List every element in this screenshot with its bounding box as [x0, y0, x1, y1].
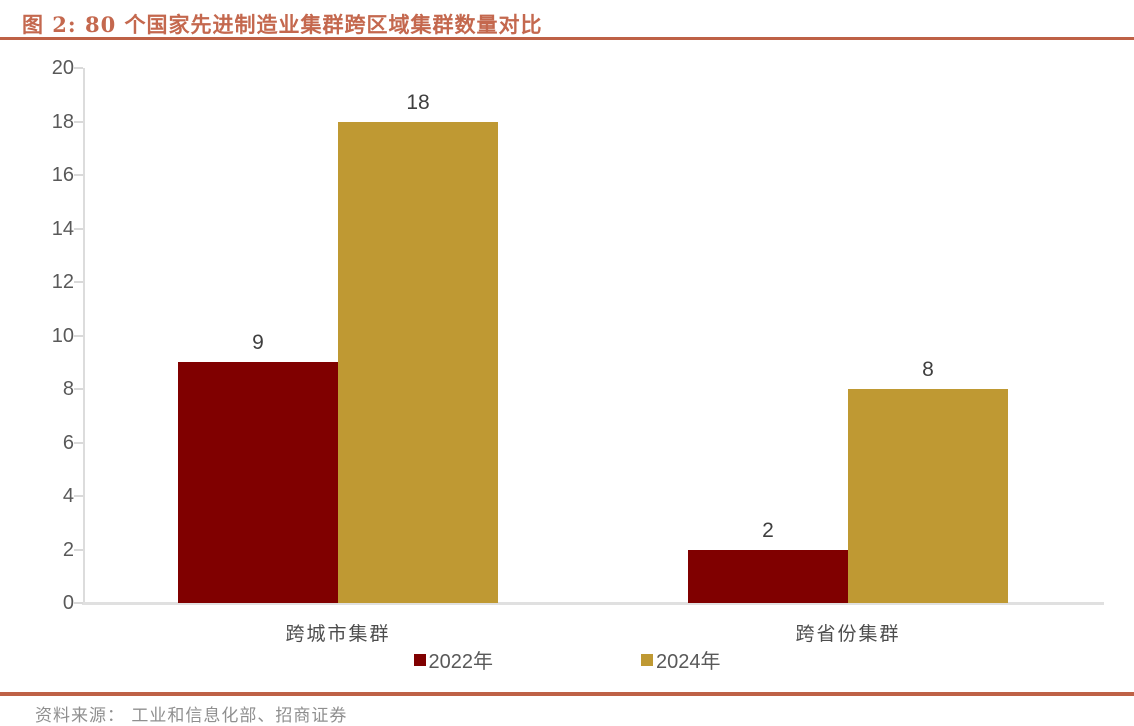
chart-legend: 2022年 2024年: [0, 645, 1134, 674]
legend-label: 2022年: [428, 651, 494, 673]
y-tick-label: 6: [62, 431, 74, 454]
bar-chart: 0 2 4 6 8 10 12 14 16 18 20 9 18 跨城市集群 2 8 跨省份集群: [52, 57, 1104, 645]
bar-value-label: 18: [406, 90, 430, 114]
y-tick-label: 4: [62, 485, 74, 507]
y-tick-mark: [74, 602, 83, 604]
y-tick-mark: [74, 548, 83, 551]
source-note: 资料来源： 工业和信息化部、招商证券: [35, 706, 348, 726]
figure-title: 图 2: 80 个国家先进制造业集群跨区域集群数量对比: [22, 12, 543, 37]
y-tick-label: 12: [51, 271, 74, 293]
category-label: 跨省份集群: [795, 623, 901, 645]
y-tick-label: 2: [62, 538, 74, 561]
y-tick-mark: [74, 441, 83, 444]
y-tick-mark: [74, 388, 83, 390]
y-tick-label: 0: [62, 592, 74, 614]
bar-value-label: 9: [252, 331, 264, 355]
footer-divider: [0, 692, 1134, 696]
y-tick-mark: [74, 334, 83, 337]
legend-label: 2024年: [656, 651, 721, 673]
y-tick-mark: [74, 281, 83, 283]
legend-item-2024年: 2024年: [641, 645, 721, 674]
y-tick-label: 10: [51, 324, 74, 347]
legend-swatch-icon: [641, 653, 653, 666]
y-tick-mark: [74, 120, 83, 123]
legend-swatch-icon: [413, 653, 426, 666]
y-tick-label: 18: [51, 110, 74, 133]
y-tick-label: 20: [51, 57, 74, 79]
bar-2022年-跨省份集群: [688, 549, 848, 603]
y-tick-mark: [74, 227, 83, 230]
y-tick-mark: [74, 174, 83, 176]
bar-2024年-跨省份集群: [848, 389, 1008, 603]
bar-value-label: 8: [922, 358, 934, 381]
title-divider: [0, 37, 1134, 40]
y-tick-mark: [74, 67, 83, 69]
category-label: 跨城市集群: [285, 623, 391, 645]
y-tick-label: 8: [62, 378, 74, 400]
y-tick-label: 14: [51, 217, 74, 240]
bar-value-label: 2: [762, 518, 774, 542]
bar-2024年-跨城市集群: [338, 121, 498, 603]
legend-item-2022年: 2022年: [413, 645, 494, 674]
bar-2022年-跨城市集群: [178, 362, 338, 603]
y-axis-line: [83, 68, 85, 603]
y-tick-mark: [74, 495, 83, 497]
x-axis-line: [82, 602, 1104, 605]
y-tick-label: 16: [51, 164, 74, 186]
